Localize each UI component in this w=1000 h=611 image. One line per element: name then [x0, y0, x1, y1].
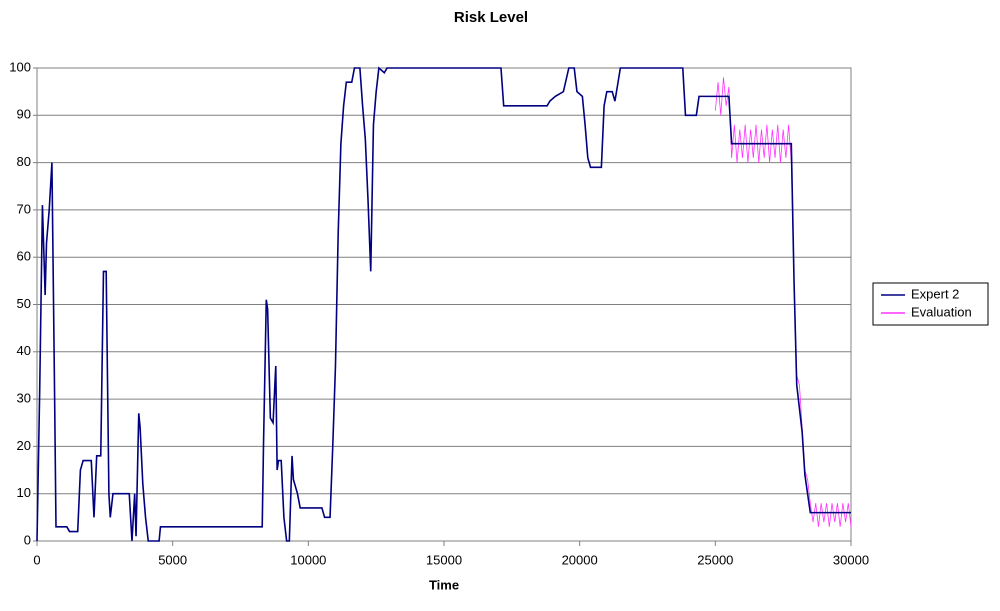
series-line	[714, 77, 852, 527]
legend-box	[872, 282, 989, 326]
y-tick-label: 70	[17, 201, 31, 216]
legend-label: Expert 2	[911, 286, 959, 301]
y-tick-label: 80	[17, 154, 31, 169]
y-tick-label: 0	[24, 532, 31, 547]
x-tick-label: 0	[33, 552, 40, 567]
x-tick-label: 10000	[290, 552, 326, 567]
legend-label: Evaluation	[911, 304, 972, 319]
y-tick-label: 10	[17, 485, 31, 500]
y-tick-label: 60	[17, 249, 31, 264]
x-tick-label: 20000	[562, 552, 598, 567]
y-tick-label: 50	[17, 296, 31, 311]
y-tick-label: 30	[17, 391, 31, 406]
y-tick-label: 40	[17, 343, 31, 358]
x-axis-label: Time	[429, 577, 459, 592]
y-tick-label: 100	[9, 59, 31, 74]
x-tick-label: 25000	[697, 552, 733, 567]
x-tick-label: 30000	[833, 552, 869, 567]
x-tick-label: 5000	[158, 552, 187, 567]
chart-title: Risk Level	[454, 9, 528, 26]
y-tick-label: 90	[17, 107, 31, 122]
series-line	[36, 66, 851, 542]
x-tick-label: 15000	[426, 552, 462, 567]
y-tick-label: 20	[17, 438, 31, 453]
